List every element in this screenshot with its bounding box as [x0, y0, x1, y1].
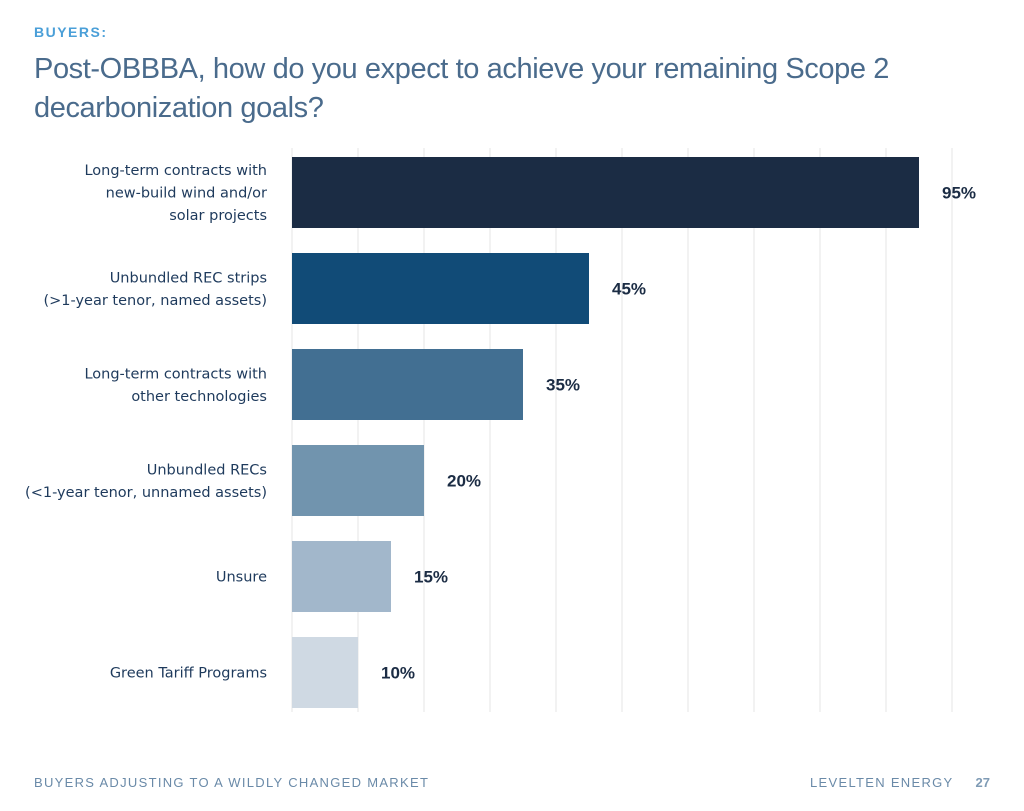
bar: [292, 349, 523, 420]
category-label: Long-term contracts with new-build wind a…: [84, 163, 267, 224]
category-label-line: Long-term contracts with: [84, 163, 267, 179]
category-label-line: solar projects: [169, 208, 267, 224]
category-label: Unbundled RECs (<1-year tenor, unnamed as…: [25, 462, 267, 501]
bar: [292, 541, 391, 612]
section-eyebrow: BUYERS:: [34, 24, 108, 40]
category-label-line: Unbundled RECs: [147, 462, 267, 478]
footer-section-title: BUYERS ADJUSTING TO A WILDLY CHANGED MAR…: [34, 775, 430, 790]
bar: [292, 637, 358, 708]
chart-value-labels: 95% 45% 35% 20% 15% 10%: [381, 184, 976, 683]
page-title: Post-OBBBA, how do you expect to achieve…: [34, 53, 889, 124]
bar-chart: Long-term contracts with new-build wind a…: [25, 148, 976, 712]
bar: [292, 157, 919, 228]
chart-category-labels: Long-term contracts with new-build wind a…: [25, 163, 267, 682]
category-label: Unsure: [216, 570, 267, 586]
category-label-line: other technologies: [131, 389, 267, 405]
value-label: 15%: [414, 568, 448, 587]
value-label: 35%: [546, 376, 580, 395]
chart-bars: [292, 157, 919, 708]
category-label-line: new-build wind and/or: [106, 186, 267, 202]
category-label-line: Unsure: [216, 570, 267, 586]
value-label: 45%: [612, 280, 646, 299]
value-label: 20%: [447, 472, 481, 491]
category-label-line: Long-term contracts with: [84, 366, 267, 382]
bar: [292, 253, 589, 324]
category-label-line: Unbundled REC strips: [110, 270, 267, 286]
value-label: 95%: [942, 184, 976, 203]
page-number: 27: [975, 775, 990, 790]
bar: [292, 445, 424, 516]
footer-brand: LEVELTEN ENERGY: [810, 775, 954, 790]
category-label-line: (>1-year tenor, named assets): [43, 293, 267, 309]
category-label: Unbundled REC strips (>1-year tenor, name…: [43, 270, 267, 309]
footer-brand-block: LEVELTEN ENERGY 27: [810, 775, 990, 790]
chart-gridlines: [291, 148, 953, 712]
category-label: Long-term contracts with other technologi…: [84, 366, 267, 405]
value-label: 10%: [381, 664, 415, 683]
category-label-line: (<1-year tenor, unnamed assets): [25, 485, 267, 501]
category-label-line: Green Tariff Programs: [110, 666, 267, 682]
category-label: Green Tariff Programs: [110, 666, 267, 682]
